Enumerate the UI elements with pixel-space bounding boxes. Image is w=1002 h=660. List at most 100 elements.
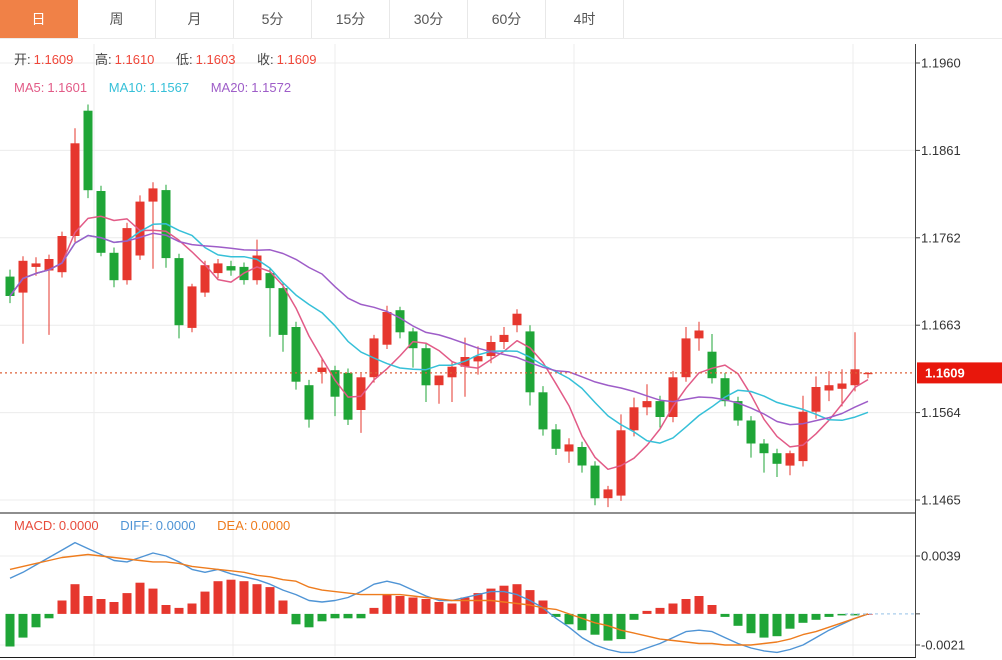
macd-value: 0.0000 (58, 518, 99, 533)
candle-body (252, 255, 262, 281)
diff-label: DIFF: (120, 518, 153, 533)
macd-bar (551, 613, 561, 617)
diff-pair: DIFF: 0.0000 (120, 518, 195, 533)
low-label: 低: (176, 52, 193, 67)
candle-body (837, 383, 847, 389)
macd-bar (681, 599, 691, 614)
diff-line (9, 541, 869, 654)
macd-bar (213, 581, 223, 614)
candle-body (109, 252, 119, 281)
macd-bar (811, 613, 821, 620)
candle-body (577, 447, 587, 466)
ma5-pair: MA5: 1.1601 (14, 80, 87, 95)
candle-body (200, 265, 210, 293)
candle-body (785, 453, 795, 466)
macd-bar (148, 588, 158, 614)
ohlc-legend: 开: 1.1609 高: 1.1610 低: 1.1603 收: 1.1609 (14, 49, 334, 68)
macd-bar (330, 613, 340, 619)
macd-bar (317, 613, 327, 622)
macd-pair: MACD: 0.0000 (14, 518, 99, 533)
macd-bar (239, 581, 249, 614)
macd-legend: MACD: 0.0000 DIFF: 0.0000 DEA: 0.0000 (14, 518, 308, 533)
candle-body (499, 334, 509, 342)
candle-body (759, 443, 769, 454)
macd-bar (369, 607, 379, 614)
candle-body (824, 385, 834, 391)
candle-body (616, 430, 626, 496)
candle-body (694, 330, 704, 339)
macd-bar (564, 613, 574, 625)
macd-bar (343, 613, 353, 619)
ma10-pair: MA10: 1.1567 (109, 80, 189, 95)
macd-bar (720, 613, 730, 617)
macd-bar (187, 603, 197, 614)
macd-bar (109, 602, 119, 614)
tab-day[interactable]: 日 (0, 0, 78, 38)
macd-bar (382, 594, 392, 614)
candle-body (44, 259, 54, 271)
macd-bar (408, 597, 418, 614)
candle-body (278, 288, 288, 335)
candle-body (512, 313, 522, 326)
candle-body (395, 310, 405, 333)
tab-30min[interactable]: 30分 (390, 0, 468, 38)
macd-bar (135, 582, 145, 614)
ma5-line (9, 215, 869, 471)
candle-body (356, 377, 366, 410)
tab-60min[interactable]: 60分 (468, 0, 546, 38)
macd-bar (772, 613, 782, 637)
macd-bar (499, 585, 509, 614)
candle-body (538, 392, 548, 430)
ma20-label: MA20: (210, 80, 249, 95)
tab-15min[interactable]: 15分 (312, 0, 390, 38)
candle-body (863, 372, 873, 375)
candle-body (187, 286, 197, 328)
dea-line (9, 553, 869, 646)
current-price-badge-label: 1.1609 (925, 365, 965, 380)
price-axis-label: 1.1861 (921, 143, 961, 158)
close-pair: 收: 1.1609 (257, 52, 316, 67)
macd-label: MACD: (14, 518, 56, 533)
macd-bar (70, 584, 80, 614)
macd-bar (655, 607, 665, 614)
candle-body (122, 228, 132, 281)
candle-body (798, 411, 808, 462)
tab-4hour[interactable]: 4时 (546, 0, 624, 38)
candle-body (811, 387, 821, 412)
high-value: 1.1610 (114, 52, 155, 67)
macd-bar (824, 613, 834, 617)
macd-bar (785, 613, 795, 629)
macd-bar (395, 596, 405, 614)
candle-body (226, 266, 236, 271)
macd-bar (278, 600, 288, 614)
macd-bar (642, 610, 652, 614)
tab-month[interactable]: 月 (156, 0, 234, 38)
macd-bar (252, 584, 262, 614)
price-axis-label: 1.1564 (921, 405, 961, 420)
macd-axis-label: -0.0021 (921, 638, 965, 653)
high-pair: 高: 1.1610 (95, 52, 154, 67)
candle-body (772, 453, 782, 464)
macd-bar (759, 613, 769, 638)
macd-bar (434, 602, 444, 614)
candle-body (304, 385, 314, 420)
price-axis-label: 1.1663 (921, 318, 961, 333)
tab-5min[interactable]: 5分 (234, 0, 312, 38)
macd-bar (57, 600, 67, 614)
candle-body (421, 348, 431, 386)
open-label: 开: (14, 52, 31, 67)
candle-body (291, 327, 301, 382)
macd-bar (837, 613, 847, 616)
macd-bar (44, 613, 54, 619)
macd-bar (200, 591, 210, 614)
macd-bar (668, 603, 678, 614)
macd-bar (265, 587, 275, 614)
macd-bar (304, 613, 314, 628)
macd-bar (460, 597, 470, 614)
macd-bar (590, 613, 600, 635)
diff-value: 0.0000 (155, 518, 196, 533)
candle-body (18, 260, 28, 293)
tab-week[interactable]: 周 (78, 0, 156, 38)
macd-bar (174, 607, 184, 614)
